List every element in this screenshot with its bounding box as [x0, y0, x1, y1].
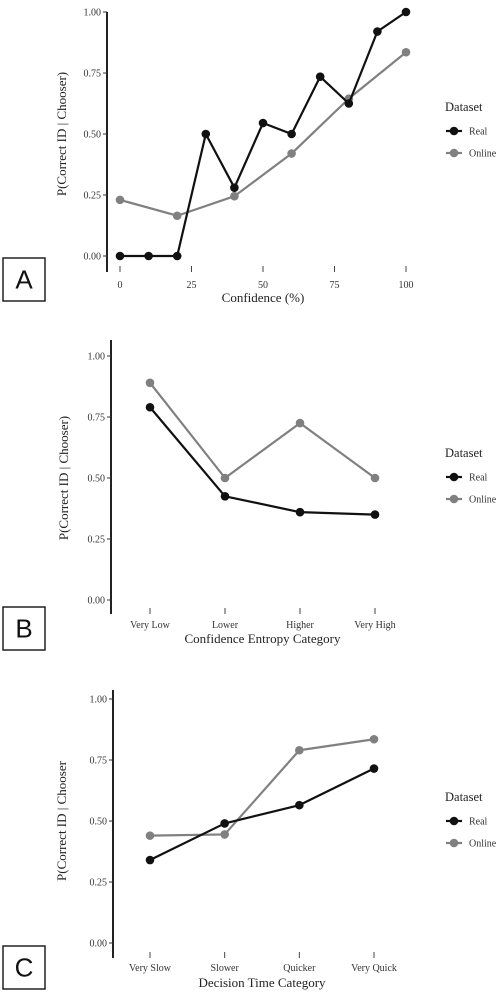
legend-key-point: [449, 148, 459, 158]
data-point-real: [115, 251, 125, 261]
legend-title: Dataset: [445, 446, 483, 460]
x-tick-label: Very Slow: [129, 963, 172, 974]
y-axis-title: P(Correct ID | Chooser): [56, 416, 71, 540]
y-tick-label: 0.25: [88, 535, 106, 546]
y-tick-label: 0.50: [88, 474, 106, 485]
data-point-online: [145, 831, 155, 840]
data-point-real: [295, 507, 305, 517]
x-axis-title: Confidence Entropy Category: [185, 631, 341, 646]
y-tick-label: 0.25: [90, 878, 108, 889]
data-point-online: [220, 830, 229, 839]
y-tick-label: 0.50: [84, 130, 102, 141]
data-point-online: [115, 195, 125, 205]
data-point-real: [220, 492, 230, 501]
x-tick-label: Very Quick: [351, 963, 397, 974]
data-point-online: [145, 378, 155, 388]
legend-entry-label: Real: [469, 473, 488, 484]
y-tick-label: 0.00: [88, 596, 106, 607]
legend-key-point: [449, 472, 459, 482]
y-tick-label: 1.00: [84, 8, 102, 19]
y-tick-label: 0.25: [84, 191, 102, 202]
data-point-online: [220, 473, 230, 483]
legend-entry-label: Real: [469, 817, 488, 828]
data-point-online: [295, 418, 305, 428]
data-point-real: [295, 800, 304, 810]
x-tick-label: 0: [118, 280, 123, 291]
legend-key-point: [449, 838, 459, 848]
data-point-real: [145, 402, 155, 412]
x-tick-label: Lower: [212, 620, 239, 631]
x-tick-label: 50: [258, 280, 268, 291]
legend-key-point: [449, 816, 459, 826]
data-point-online: [401, 47, 411, 57]
data-point-real: [220, 819, 229, 828]
y-tick-label: 1.00: [88, 352, 106, 363]
y-tick-label: 0.75: [88, 413, 106, 424]
data-point-real: [370, 510, 380, 519]
legend-entry-label: Online: [469, 149, 497, 160]
data-point-real: [258, 118, 268, 128]
data-point-real: [144, 251, 153, 261]
legend-title: Dataset: [445, 790, 483, 804]
panel-label-box: [2, 257, 46, 302]
y-tick-label: 1.00: [90, 695, 108, 706]
data-point-online: [370, 473, 380, 483]
legend-entry-label: Online: [469, 495, 497, 506]
data-point-real: [373, 27, 382, 36]
y-tick-label: 0.00: [90, 939, 108, 950]
legend-key-point: [449, 494, 459, 504]
data-point-real: [315, 72, 325, 81]
y-axis-title: P(Correct ID | Chooser: [54, 760, 69, 881]
data-point-real: [201, 129, 211, 139]
y-tick-label: 0.75: [90, 756, 108, 767]
x-tick-label: 75: [330, 280, 340, 291]
data-point-real: [401, 7, 411, 17]
data-point-real: [369, 764, 379, 773]
data-point-real: [172, 251, 182, 261]
x-tick-label: 100: [399, 280, 414, 291]
data-point-online: [287, 149, 296, 158]
x-tick-label: Very High: [354, 620, 395, 631]
x-axis-title: Decision Time Category: [198, 975, 326, 990]
panel-a: 0.00 0.25 0.50 0.75 1.00 0 25 50 75 100 Confidence…: [2, 7, 497, 305]
panel-label: A: [15, 265, 33, 295]
series-line-online: [119, 51, 407, 217]
y-axis-title: P(Correct ID | Chooser): [54, 72, 69, 196]
x-tick-label: 25: [187, 280, 197, 291]
x-tick-label: Higher: [286, 620, 314, 631]
legend-title: Dataset: [445, 100, 483, 114]
legend-entry-label: Online: [469, 839, 497, 850]
panel-label-box: [2, 606, 46, 651]
x-axis-title: Confidence (%): [222, 290, 305, 305]
panel-label: B: [15, 614, 32, 644]
series-line-real: [149, 406, 376, 516]
panel-b: 0.00 0.25 0.50 0.75 1.00 Very Low Lower Higher V…: [2, 340, 497, 651]
data-point-online: [230, 191, 239, 201]
data-point-real: [230, 183, 239, 192]
panel-label-box: [2, 945, 46, 990]
legend-entry-label: Real: [469, 127, 488, 138]
data-point-online: [295, 745, 304, 755]
legend-key-point: [449, 126, 459, 136]
series-line-real: [120, 11, 407, 258]
x-tick-label: Very Low: [130, 620, 170, 631]
data-point-real: [344, 99, 354, 108]
x-tick-label: Slower: [210, 963, 239, 974]
y-tick-label: 0.75: [84, 69, 102, 80]
y-tick-label: 0.50: [90, 817, 108, 828]
series-line-online: [149, 738, 375, 837]
panel-c: 0.00 0.25 0.50 0.75 1.00 Very Slow Slower Quick…: [2, 690, 497, 990]
panel-label: C: [15, 953, 34, 983]
series-line-online: [149, 382, 376, 480]
data-point-online: [172, 211, 182, 221]
data-point-real: [287, 129, 296, 139]
series-line-real: [149, 767, 375, 862]
data-point-online: [369, 734, 379, 744]
x-tick-label: Quicker: [283, 963, 316, 974]
data-point-real: [145, 855, 155, 865]
y-tick-label: 0.00: [84, 252, 102, 263]
